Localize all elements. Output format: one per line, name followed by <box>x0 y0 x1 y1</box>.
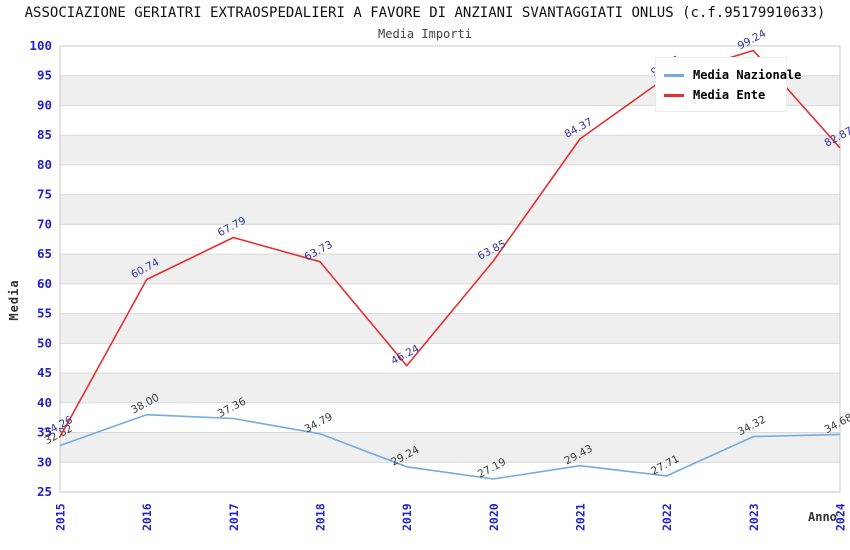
chart-subtitle: Media Importi <box>378 27 472 41</box>
series-line-media-nazionale <box>59 413 841 480</box>
x-axis-title: Anno <box>808 510 837 524</box>
y-tick-label: 55 <box>37 306 52 321</box>
y-tick-label: 85 <box>37 127 52 142</box>
x-tick-label: 2020 <box>487 503 501 531</box>
y-tick-label: 75 <box>37 187 52 202</box>
x-tick-label: 2024 <box>834 503 848 531</box>
legend-item-media-nazionale: Media Nazionale <box>664 65 801 85</box>
y-tick-label: 100 <box>29 38 52 53</box>
y-tick-label: 70 <box>37 216 52 231</box>
y-tick-label: 30 <box>37 454 52 469</box>
x-tick-label: 2018 <box>314 503 328 531</box>
plot-border <box>59 45 841 493</box>
y-tick-label: 95 <box>37 68 52 83</box>
legend: Media Nazionale Media Ente <box>655 57 801 112</box>
plot-band <box>60 254 840 284</box>
y-tick-label: 45 <box>37 365 52 380</box>
data-label: 99.24 <box>736 27 768 52</box>
x-tick-label: 2023 <box>747 503 761 531</box>
plot-band <box>60 313 840 344</box>
nazionale-line-swatch-icon <box>664 73 684 77</box>
chart-title: ASSOCIAZIONE GERIATRI EXTRAOSPEDALIERI A… <box>24 5 826 21</box>
y-tick-label: 65 <box>37 246 52 261</box>
ente-line-swatch-icon <box>664 93 684 97</box>
legend-item-media-ente: Media Ente <box>664 85 778 105</box>
y-tick-label: 90 <box>37 97 52 112</box>
legend-label-media-ente: Media Ente <box>693 88 766 102</box>
data-label: 34.79 <box>303 411 335 436</box>
plot-band <box>60 373 840 403</box>
y-axis-title: Media <box>7 279 21 321</box>
y-tick-label: 40 <box>37 395 52 410</box>
x-tick-label: 2019 <box>400 503 414 531</box>
y-tick-label: 80 <box>37 157 52 172</box>
x-tick-label: 2022 <box>660 503 674 531</box>
x-tick-label: 2016 <box>140 503 154 531</box>
y-tick-label: 35 <box>37 425 52 440</box>
plot-band <box>60 194 840 225</box>
legend-label-media-nazionale: Media Nazionale <box>693 68 802 82</box>
plot-band <box>60 135 840 165</box>
y-tick-label: 60 <box>37 276 52 291</box>
plot-band <box>60 432 840 463</box>
x-tick-label: 2015 <box>54 503 68 531</box>
x-tick-label: 2021 <box>574 503 588 531</box>
y-tick-label: 50 <box>37 335 52 350</box>
x-tick-label: 2017 <box>227 503 241 531</box>
y-tick-label: 25 <box>37 484 52 499</box>
